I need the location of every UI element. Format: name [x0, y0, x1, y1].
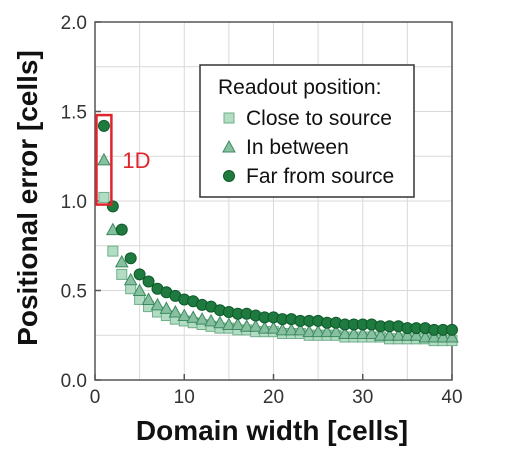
triangle-data-point — [445, 329, 459, 343]
triangle-data-point — [382, 328, 397, 341]
data-points — [97, 119, 459, 347]
annotation-1d: 1D — [95, 113, 151, 206]
y-tick-label: 0.5 — [61, 282, 87, 303]
circle-data-point — [115, 223, 128, 236]
triangle-data-point — [150, 297, 165, 311]
triangle-data-point — [427, 329, 441, 343]
square-data-point — [107, 245, 119, 257]
triangle-data-point — [213, 315, 227, 329]
legend-circle-marker — [223, 170, 235, 182]
triangle-data-point — [186, 310, 201, 323]
triangle-data-point — [391, 328, 406, 341]
y-axis-title: Positional error [cells] — [12, 50, 43, 346]
y-tick-label: 2.0 — [61, 13, 87, 34]
triangle-data-point — [409, 328, 424, 341]
legend-square-marker — [223, 112, 235, 124]
triangle-data-point — [239, 319, 254, 332]
circle-data-point — [124, 252, 137, 265]
triangle-data-point — [284, 322, 299, 336]
x-axis-title: Domain width [cells] — [136, 415, 408, 446]
x-tick-label: 40 — [441, 387, 462, 408]
annotation-label: 1D — [122, 148, 150, 173]
triangle-data-point — [159, 301, 174, 314]
triangle-data-point — [168, 304, 183, 318]
triangle-data-point — [400, 328, 415, 341]
triangle-data-point — [320, 324, 334, 338]
circle-data-point — [446, 323, 458, 336]
x-tick-label: 0 — [90, 387, 101, 408]
triangle-data-point — [346, 326, 361, 339]
triangle-data-point — [436, 329, 450, 343]
triangle-data-point — [311, 324, 325, 338]
triangle-data-point — [275, 322, 290, 336]
triangle-data-point — [123, 272, 138, 286]
y-tick-label: 1.5 — [61, 103, 87, 124]
triangle-data-point — [418, 329, 433, 343]
x-tick-label: 20 — [263, 387, 284, 408]
legend-item-label: Far from source — [246, 165, 394, 188]
y-tick-label: 0.0 — [61, 371, 87, 392]
legend-title: Readout position: — [218, 76, 381, 99]
circle-data-point — [97, 119, 110, 132]
triangle-data-point — [141, 292, 156, 305]
x-tick-label: 10 — [174, 387, 195, 408]
square-data-point — [98, 191, 110, 203]
legend-item-label: In between — [246, 136, 349, 159]
triangle-data-point — [222, 317, 236, 331]
triangle-data-point — [132, 283, 147, 296]
legend-box — [199, 64, 415, 198]
annotation-box — [95, 113, 113, 206]
triangle-data-point — [373, 328, 388, 341]
triangle-data-point — [204, 313, 218, 327]
circle-data-point — [142, 275, 155, 288]
circle-data-point — [133, 268, 146, 281]
circle-data-point — [106, 200, 119, 213]
triangle-data-point — [293, 322, 308, 336]
triangle-data-point — [338, 326, 352, 339]
triangle-data-point — [195, 312, 209, 325]
triangle-data-point — [114, 254, 129, 268]
triangle-data-point — [355, 326, 370, 339]
series-circle — [97, 119, 458, 336]
legend: Readout position: Close to source In betw… — [199, 64, 415, 198]
triangle-data-point — [364, 326, 379, 339]
axis-ticks: 0 10 20 30 40 0.0 0.5 1.0 1.5 2.0 — [61, 13, 463, 408]
triangle-data-point — [177, 308, 192, 322]
triangle-data-point — [266, 321, 281, 334]
legend-triangle-marker — [222, 139, 236, 153]
legend-items: Close to source In between Far from source — [222, 107, 394, 188]
triangle-data-point — [257, 321, 272, 334]
triangle-data-point — [329, 324, 343, 338]
triangle-data-point — [97, 152, 111, 166]
series-triangle — [97, 152, 459, 343]
triangle-data-point — [230, 317, 245, 331]
triangle-data-point — [248, 319, 263, 332]
triangle-data-point — [302, 324, 317, 338]
y-tick-label: 1.0 — [61, 192, 87, 213]
legend-item-label: Close to source — [246, 107, 392, 130]
x-tick-label: 30 — [352, 387, 373, 408]
square-data-point — [116, 268, 128, 280]
